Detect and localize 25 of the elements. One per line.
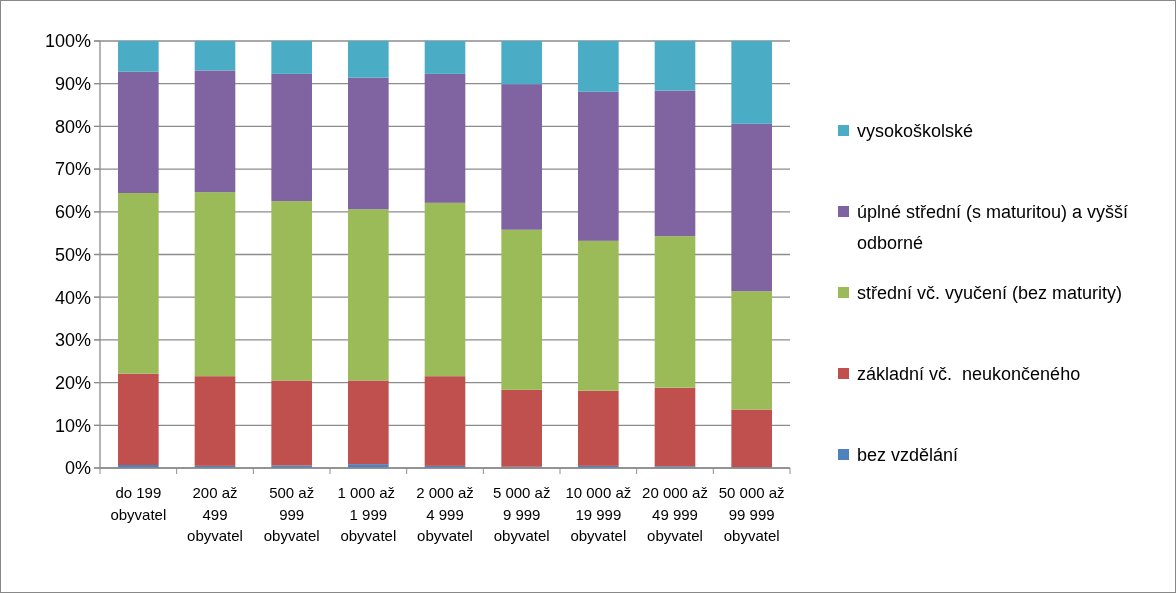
y-tick-label: 60%	[54, 202, 91, 223]
x-tick-label: 10 000 až 19 999 obyvatel	[565, 484, 632, 544]
y-tick-label: 100%	[44, 31, 91, 52]
legend-label: střední vč. vyučení (bez maturity)	[857, 283, 1123, 304]
y-tick-label: 80%	[54, 116, 91, 137]
x-tick-label: 500 až 999 obyvatel	[263, 484, 320, 544]
y-tick-label: 70%	[54, 159, 91, 180]
x-tick-label: 20 000 až 49 999 obyvatel	[642, 484, 708, 544]
y-tick-label: 30%	[54, 330, 91, 351]
x-tick-label: 1 000 až 1 999 obyvatel	[337, 484, 400, 544]
x-tick-label: 5 000 až 9 999 obyvatel	[492, 484, 551, 544]
x-tick-label: 50 000 až 99 999 obyvatel	[718, 484, 785, 544]
legend-label: bez vzdělání	[857, 445, 959, 466]
x-tick-label: 200 až 499 obyvatel	[187, 484, 243, 544]
y-tick-label: 90%	[54, 74, 91, 94]
legend-label: základní vč. neukončeného	[857, 364, 1081, 385]
x-tick-label: do 199 obyvatel	[110, 484, 167, 523]
x-tick-label: 2 000 až 4 999 obyvatel	[416, 484, 474, 544]
y-tick-label: 20%	[54, 372, 91, 393]
y-tick-label: 0%	[64, 458, 91, 479]
y-tick-label: 40%	[54, 287, 91, 308]
legend-label: úplné střední (s maturitou) a vyšší odborné	[857, 202, 1129, 254]
y-tick-label: 50%	[54, 244, 91, 265]
legend-label: vysokoškolské	[857, 121, 974, 142]
y-tick-label: 10%	[54, 415, 91, 436]
